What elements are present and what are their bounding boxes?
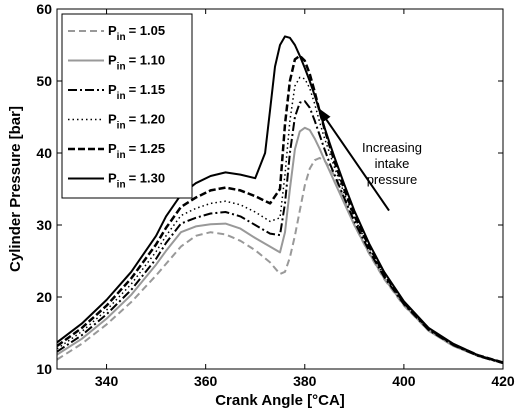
plot-frame	[56, 8, 504, 370]
series-line-4	[57, 76, 503, 364]
legend-label-4: Pin = 1.20	[108, 112, 165, 132]
annotation: Increasing intake pressure	[318, 108, 422, 212]
x-axis-label: Crank Angle [°CA]	[215, 392, 345, 409]
series-line-2	[57, 126, 503, 365]
x-tick-label: 420	[491, 373, 515, 389]
legend-label-2: Pin = 1.10	[108, 53, 165, 73]
annotation-line-1: Increasing	[362, 140, 422, 155]
legend-label-1: Pin = 1.05	[108, 23, 165, 43]
y-tick-label: 50	[36, 73, 52, 89]
series-layer	[57, 35, 503, 365]
legend-label-5: Pin = 1.25	[108, 141, 165, 161]
y-tick-label: 40	[36, 145, 52, 161]
annotation-line-3: pressure	[367, 172, 418, 187]
y-tick-label: 20	[36, 289, 52, 305]
legend-label-3: Pin = 1.15	[108, 82, 165, 102]
x-tick-label: 380	[293, 373, 317, 389]
annotation-line-2: intake	[375, 156, 410, 171]
y-tick-label: 30	[36, 217, 52, 233]
y-axis-label: Cylinder Pressure [bar]	[7, 106, 24, 272]
ticks-layer: 340 360 380 400 420 10 20 30 40 50 60	[36, 1, 514, 389]
series-line-1	[57, 157, 503, 365]
legend-label-6: Pin = 1.30	[108, 171, 165, 191]
x-tick-label: 360	[194, 373, 218, 389]
y-tick-label: 60	[36, 1, 52, 17]
x-tick-label: 340	[95, 373, 119, 389]
legend-box	[61, 13, 193, 199]
series-line-3	[57, 100, 503, 365]
annotation-arrow	[318, 108, 390, 212]
series-line-5	[57, 54, 503, 364]
legend: Pin = 1.05 Pin = 1.10 Pin = 1.15 Pin = 1.20 Pin =…	[61, 13, 193, 199]
x-tick-label: 400	[392, 373, 416, 389]
y-tick-label: 10	[36, 361, 52, 377]
